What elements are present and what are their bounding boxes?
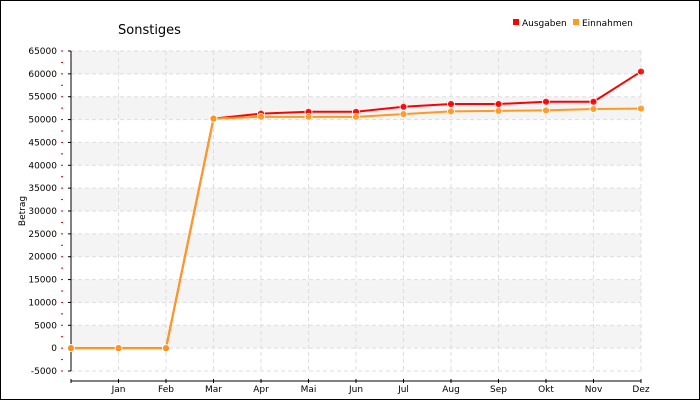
x-tick-label: Jun bbox=[348, 385, 363, 395]
grid-lines bbox=[71, 50, 642, 372]
data-point-ausgaben bbox=[399, 102, 408, 111]
data-point-einnahmen bbox=[447, 107, 455, 116]
y-tick-label: 25000 bbox=[28, 230, 57, 240]
data-point-einnahmen bbox=[637, 104, 645, 113]
data-point-einnahmen bbox=[589, 105, 598, 113]
y-tick-label: -5000 bbox=[31, 367, 57, 377]
data-point-ausgaben bbox=[447, 100, 455, 108]
data-point-einnahmen bbox=[399, 110, 408, 118]
x-tick-labels: Jan Feb Mar Apr Mai Jun Jul Aug Sep Okt Nov Dez bbox=[111, 385, 650, 395]
x-tick-label: Jan bbox=[111, 385, 126, 395]
x-tick-label: Jul bbox=[397, 385, 409, 395]
data-point-einnahmen bbox=[162, 344, 170, 353]
data-point-einnahmen bbox=[304, 112, 313, 121]
y-tick-label: 10000 bbox=[28, 298, 57, 308]
legend-swatch-ausgaben bbox=[513, 19, 519, 25]
x-tick-label: Nov bbox=[585, 385, 603, 395]
y-tick-label: 15000 bbox=[28, 276, 57, 286]
x-tick-label: Mai bbox=[301, 385, 317, 395]
data-point-einnahmen bbox=[352, 112, 360, 121]
y-tick-label: 60000 bbox=[28, 70, 57, 80]
data-point-ausgaben bbox=[589, 97, 598, 106]
background-band bbox=[71, 325, 641, 349]
y-tick-label: 40000 bbox=[28, 161, 57, 171]
y-tick-label: 20000 bbox=[28, 253, 57, 263]
data-point-einnahmen bbox=[67, 344, 75, 353]
legend: Ausgaben Einnahmen bbox=[513, 19, 633, 29]
y-tick-label: 50000 bbox=[28, 116, 57, 126]
y-tick-label: 65000 bbox=[28, 47, 57, 57]
chart-title: Sonstiges bbox=[118, 23, 181, 38]
x-tick-label: Feb bbox=[158, 385, 174, 395]
legend-label-einnahmen: Einnahmen bbox=[582, 19, 633, 29]
y-tick-label: 0 bbox=[51, 344, 57, 354]
series-layer bbox=[67, 67, 645, 353]
axes bbox=[61, 50, 642, 383]
y-tick-label: 55000 bbox=[28, 93, 57, 103]
data-point-einnahmen bbox=[494, 106, 503, 115]
x-tick-label: Okt bbox=[538, 385, 554, 395]
legend-label-ausgaben: Ausgaben bbox=[522, 19, 567, 29]
y-tick-label: 30000 bbox=[28, 207, 57, 217]
x-tick-label: Aug bbox=[442, 385, 460, 395]
data-point-einnahmen bbox=[209, 114, 218, 123]
legend-swatch-einnahmen bbox=[573, 19, 579, 25]
x-tick-label: Sep bbox=[490, 385, 507, 395]
background-band bbox=[71, 233, 641, 257]
data-point-ausgaben bbox=[637, 67, 645, 76]
y-tick-label: 35000 bbox=[28, 184, 57, 194]
x-tick-label: Mar bbox=[205, 385, 222, 395]
y-axis-label: Betrag bbox=[18, 196, 28, 226]
y-tick-label: 45000 bbox=[28, 138, 57, 148]
data-point-ausgaben bbox=[542, 97, 550, 106]
data-point-einnahmen bbox=[257, 112, 265, 121]
data-point-einnahmen bbox=[542, 106, 550, 115]
x-tick-label: Apr bbox=[253, 385, 269, 395]
data-point-ausgaben bbox=[494, 100, 503, 108]
x-tick-label: Dez bbox=[632, 385, 649, 395]
y-tick-labels: -5000 0 5000 10000 15000 20000 25000 30000 35000… bbox=[28, 47, 57, 377]
data-point-einnahmen bbox=[114, 344, 123, 353]
y-tick-label: 5000 bbox=[34, 321, 57, 331]
